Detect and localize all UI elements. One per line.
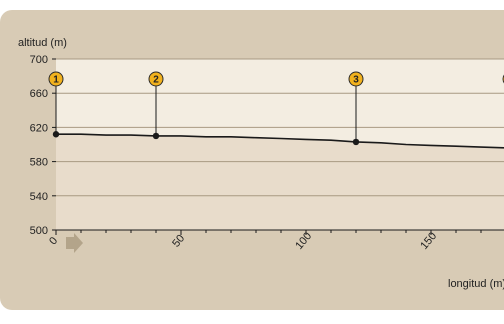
waypoint-1-dot <box>52 131 60 138</box>
waypoint-1-label: 1 <box>53 75 59 86</box>
y-axis-title: altitud (m) <box>18 37 67 49</box>
waypoint-2-marker <box>148 71 164 87</box>
waypoint-3-label: 3 <box>353 75 359 86</box>
elevation-line <box>56 133 504 149</box>
y-tick-labels: 500 540 580 620 660 700 <box>30 54 56 237</box>
x-tick-label-50: 50 <box>170 233 187 250</box>
right-arrow-icon <box>66 233 83 253</box>
gridlines <box>56 58 504 197</box>
y-tick-label-700: 700 <box>30 54 48 66</box>
waypoint-3-marker <box>348 71 364 87</box>
waypoint-1-marker <box>48 71 64 87</box>
y-tick-label-580: 580 <box>30 157 48 169</box>
y-tick-label-620: 620 <box>30 122 48 134</box>
y-tick-label-540: 540 <box>30 191 48 203</box>
x-tick-label-150: 150 <box>418 230 439 252</box>
x-tick-label-100: 100 <box>293 230 314 252</box>
elevation-area <box>56 134 504 230</box>
waypoint-2-label: 2 <box>153 75 159 86</box>
y-tick-label-500: 500 <box>30 225 48 237</box>
y-tick-label-660: 660 <box>30 88 48 100</box>
x-tick-labels: 050100150200250300350 <box>47 230 482 252</box>
waypoints: 1 2 3 <box>48 71 504 146</box>
waypoint-3-dot <box>352 138 360 146</box>
waypoint-2-dot <box>152 132 160 140</box>
x-axis-title: longitud (m) <box>448 278 504 290</box>
x-tick-label-0: 0 <box>47 235 60 247</box>
